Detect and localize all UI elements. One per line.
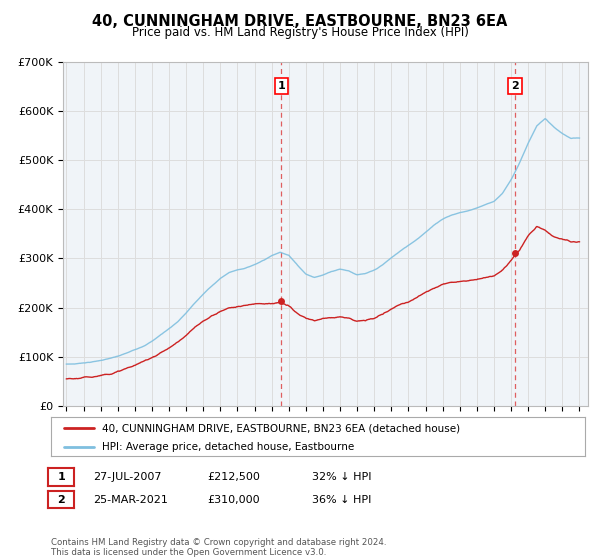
Text: 27-JUL-2007: 27-JUL-2007 [93, 472, 161, 482]
Text: 2: 2 [58, 494, 65, 505]
Text: 2: 2 [511, 81, 519, 91]
Text: HPI: Average price, detached house, Eastbourne: HPI: Average price, detached house, East… [102, 442, 354, 451]
Text: 25-MAR-2021: 25-MAR-2021 [93, 494, 168, 505]
Text: 36% ↓ HPI: 36% ↓ HPI [312, 494, 371, 505]
Text: 1: 1 [58, 472, 65, 482]
Text: Price paid vs. HM Land Registry's House Price Index (HPI): Price paid vs. HM Land Registry's House … [131, 26, 469, 39]
Text: 40, CUNNINGHAM DRIVE, EASTBOURNE, BN23 6EA (detached house): 40, CUNNINGHAM DRIVE, EASTBOURNE, BN23 6… [102, 423, 460, 433]
Text: 32% ↓ HPI: 32% ↓ HPI [312, 472, 371, 482]
Text: 40, CUNNINGHAM DRIVE, EASTBOURNE, BN23 6EA: 40, CUNNINGHAM DRIVE, EASTBOURNE, BN23 6… [92, 14, 508, 29]
Text: £310,000: £310,000 [207, 494, 260, 505]
Text: 1: 1 [278, 81, 285, 91]
Text: £212,500: £212,500 [207, 472, 260, 482]
Text: Contains HM Land Registry data © Crown copyright and database right 2024.
This d: Contains HM Land Registry data © Crown c… [51, 538, 386, 557]
